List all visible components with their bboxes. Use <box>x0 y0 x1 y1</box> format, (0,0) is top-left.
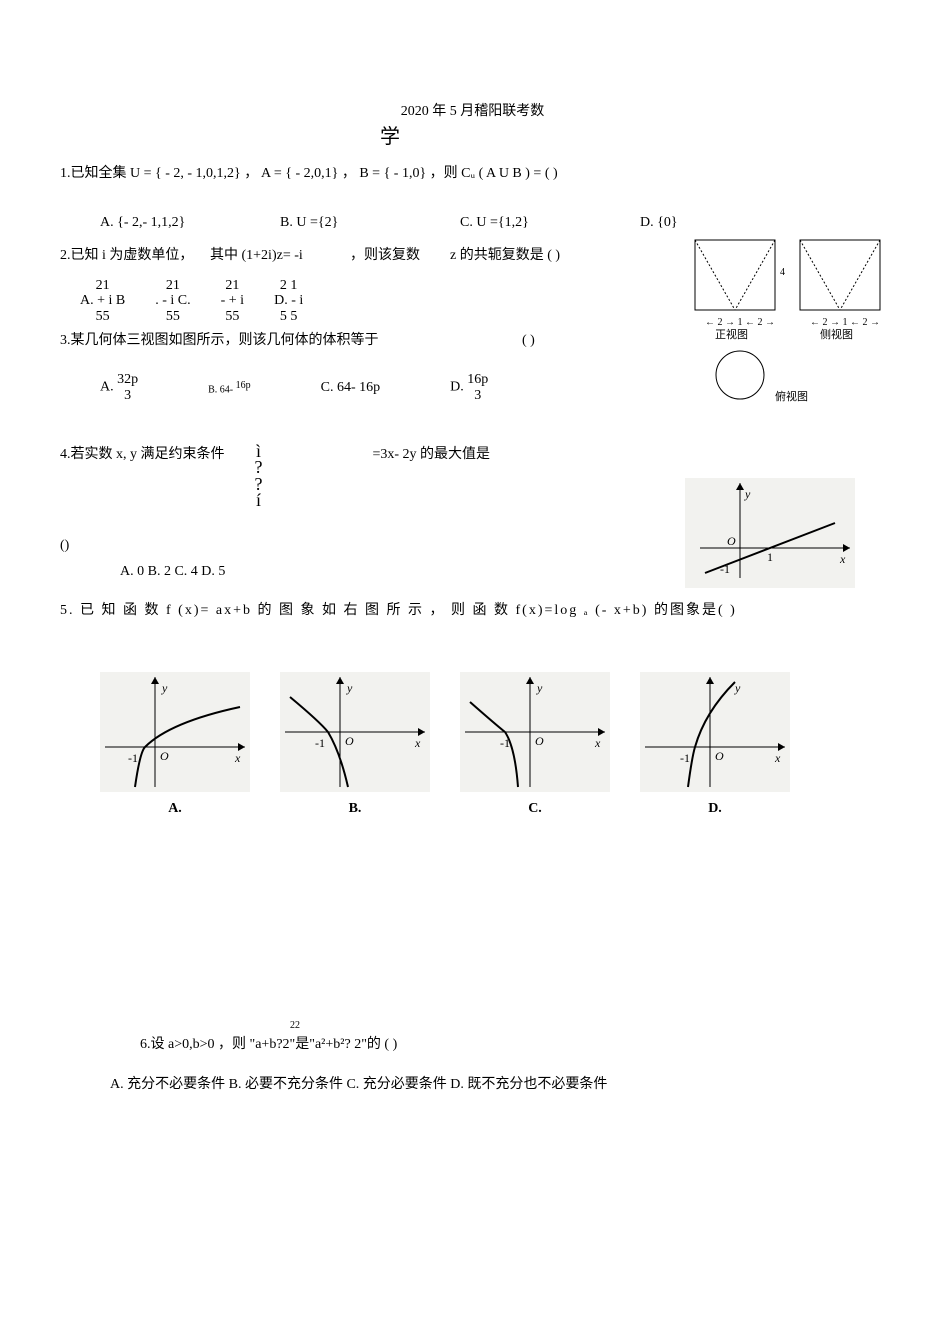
q3-d-bot: 3 <box>474 388 481 403</box>
question-5: 5. 已 知 函 数 f (x)= ax+b 的 图 象 如 右 图 所 示 ，… <box>60 600 885 622</box>
svg-text:O: O <box>345 734 354 748</box>
q1-text: 1.已知全集 U = { - 2, - 1,0,1,2} ， A = { - 2… <box>60 166 558 181</box>
q1-opt-b: B. U ={2} <box>280 215 400 231</box>
q4-options: A. 0 B. 2 C. 4 D. 5 <box>120 564 685 580</box>
question-2-wrap: 4 ← 2 → 1 ← 2 → 正视图 ← 2 → 1 ← 2 → 侧视图 俯视… <box>60 245 885 352</box>
q2-p2: 其中 (1+2i)z= -i <box>210 245 340 267</box>
svg-text:x: x <box>234 751 241 765</box>
q5-label-c: C. <box>460 801 610 817</box>
q2-a-mid: A. + i B <box>80 293 125 308</box>
q5-label-a: A. <box>100 801 250 817</box>
svg-text:y: y <box>734 681 741 695</box>
q2-d-mid: D. - i <box>274 293 303 308</box>
q3-b-sup: 16p <box>236 380 251 391</box>
q2-c-mid: - + i <box>221 293 244 308</box>
q4-fig-x: x <box>839 552 846 566</box>
q4-brace-bot: í <box>256 490 261 510</box>
q3-text: 3.某几何体三视图如图所示，则该几何体的体积等于 <box>60 333 379 348</box>
question-6: 22 6.设 a>0,b>0 ，则 "a+b?2"是"a²+b²? 2"的 ( … <box>140 1017 885 1053</box>
question-3: 3.某几何体三视图如图所示，则该几何体的体积等于 ( ) <box>60 330 580 352</box>
q1-options: A. {- 2,- 1,1,2} B. U ={2} C. U ={1,2} D… <box>100 215 885 231</box>
svg-text:-1: -1 <box>680 751 690 765</box>
q4-brace: ì ? ? í <box>255 443 263 508</box>
q2-a-top: 21 <box>80 278 125 293</box>
title-line1: 2020 年 5 月稽阳联考数 <box>401 104 545 119</box>
q3-opt-c: C. 64- 16p <box>321 380 381 396</box>
q5-graphs-row: y x O -1 A. y x O -1 B. <box>100 672 885 817</box>
svg-text:y: y <box>346 681 353 695</box>
title-block: 2020 年 5 月稽阳联考数 学 <box>60 100 885 149</box>
q2-opt-b: 21 . - i C. 55 <box>155 278 190 324</box>
svg-text:x: x <box>774 751 781 765</box>
q3-paren: ( ) <box>522 333 535 348</box>
q2-b-bot: 55 <box>155 309 190 324</box>
q2-p3: ，则该复数 <box>350 245 440 267</box>
front-view-label: 正视图 <box>715 327 748 341</box>
q2-c-bot: 55 <box>221 309 244 324</box>
q2-opt-a: 21 A. + i B 55 <box>80 278 125 324</box>
svg-text:-1: -1 <box>500 736 510 750</box>
q2-c-top: 21 <box>221 278 244 293</box>
svg-text:y: y <box>161 681 168 695</box>
q5-label-d: D. <box>640 801 790 817</box>
svg-text:-1: -1 <box>315 736 325 750</box>
q2-d-top: 2 1 <box>274 278 303 293</box>
q2-opt-d: 2 1 D. - i 5 5 <box>274 278 303 324</box>
top-view-label: 俯视图 <box>775 389 808 403</box>
svg-text:← 2 → 1 ← 2 →: ← 2 → 1 ← 2 → <box>705 317 775 328</box>
q3-d-label: D. <box>450 380 464 395</box>
side-view-label: 侧视图 <box>820 327 853 341</box>
q1-opt-d: D. {0} <box>640 215 760 231</box>
q2-opt-c: 21 - + i 55 <box>221 278 244 324</box>
q3-a-label: A. <box>100 380 114 395</box>
q3-opt-b: B. 64- 16p <box>208 380 251 395</box>
question-1: 1.已知全集 U = { - 2, - 1,0,1,2} ， A = { - 2… <box>60 163 885 185</box>
three-view-figure: 4 ← 2 → 1 ← 2 → 正视图 ← 2 → 1 ← 2 → 侧视图 俯视… <box>685 235 895 405</box>
q4-p1: 4.若实数 x, y 满足约束条件 <box>60 443 225 463</box>
q5-graph-a: y x O -1 A. <box>100 672 250 817</box>
q5-graph-d: y x O -1 D. <box>640 672 790 817</box>
q6-sup-22: 22 <box>290 1020 300 1031</box>
q4-fig-y: y <box>744 487 751 501</box>
svg-text:O: O <box>535 734 544 748</box>
q2-a-bot: 55 <box>80 309 125 324</box>
q4-fig-m1: -1 <box>720 562 730 576</box>
svg-text:x: x <box>414 736 421 750</box>
q3-a-top: 32p <box>117 372 138 387</box>
q3-opt-a: A. 32p 3 <box>100 372 138 403</box>
q4-tail: =3x- 2y 的最大值是 <box>373 443 491 463</box>
q1-opt-a: A. {- 2,- 1,1,2} <box>100 215 220 231</box>
q3-a-bot: 3 <box>124 388 131 403</box>
svg-text:y: y <box>536 681 543 695</box>
svg-text:x: x <box>594 736 601 750</box>
svg-text:-1: -1 <box>128 751 138 765</box>
q6-options: A. 充分不必要条件 B. 必要不充分条件 C. 充分必要条件 D. 既不充分也… <box>110 1073 885 1093</box>
q5-graph-c: y x O -1 C. <box>460 672 610 817</box>
q5-graph-b: y x O -1 B. <box>280 672 430 817</box>
q2-b-mid: . - i C. <box>155 293 190 308</box>
q4-fig-1: 1 <box>767 550 773 564</box>
q3-b-text: B. 64- <box>208 384 236 395</box>
q4-fig-O: O <box>727 534 736 548</box>
dim-4: 4 <box>780 267 785 278</box>
svg-text:← 2 → 1 ← 2 →: ← 2 → 1 ← 2 → <box>810 317 880 328</box>
q1-opt-c: C. U ={1,2} <box>460 215 580 231</box>
q5-label-b: B. <box>280 801 430 817</box>
q3-opt-d: D. 16p 3 <box>450 372 488 403</box>
q4-figure: y x O 1 -1 <box>685 478 855 593</box>
q6-text: 6.设 a>0,b>0 ，则 "a+b?2"是"a²+b²? 2"的 ( ) <box>140 1033 885 1053</box>
q2-p1: 2.已知 i 为虚数单位， <box>60 245 200 267</box>
q3-d-top: 16p <box>467 372 488 387</box>
q2-b-top: 21 <box>155 278 190 293</box>
q2-d-bot: 5 5 <box>274 309 303 324</box>
q2-p4: z 的共轭复数是 ( ) <box>450 245 560 267</box>
svg-text:O: O <box>160 749 169 763</box>
svg-text:O: O <box>715 749 724 763</box>
title-line2: 学 <box>380 120 885 149</box>
